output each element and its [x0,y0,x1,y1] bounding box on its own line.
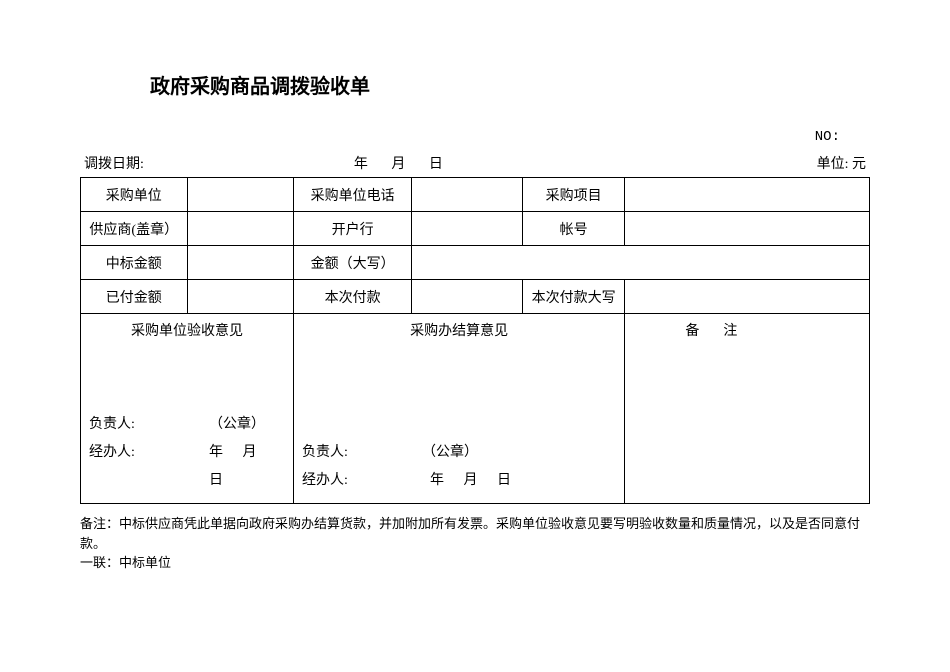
cell-value [412,280,522,314]
table-row: 已付金额 本次付款 本次付款大写 [81,280,870,314]
date-section: 调拨日期: 年 月 日 [84,153,453,173]
cell-value [412,212,522,246]
cell-label: 供应商(盖章） [81,212,188,246]
cell-value [412,178,522,212]
signature-mid: 采购办结算意见 负责人: （公章） 经办人: 年 月 日 [294,314,625,504]
cell-value [412,246,870,280]
handler-line: 经办人: 年 月 日 [302,467,616,495]
header-row: 调拨日期: 年 月 日 单位: 元 [80,153,870,173]
cell-label: 采购单位电话 [294,178,412,212]
table-row: 中标金额 金额（大写） [81,246,870,280]
year-label: 年 [430,473,444,488]
stamp-label: （公章） [209,411,265,439]
cell-value [625,212,870,246]
stamp-label: （公章） [422,439,478,467]
cell-value [187,246,294,280]
cell-value [187,280,294,314]
cell-label: 采购单位 [81,178,188,212]
month-label: 月 [464,473,478,488]
sig-header-left: 采购单位验收意见 [81,314,293,340]
cell-value [625,280,870,314]
unit-label: 单位: 元 [817,153,866,173]
handler-line: 经办人: 年 月 日 [89,439,285,495]
year-label: 年 [209,445,223,460]
month-label: 月 [242,445,256,460]
sig-bottom-mid: 负责人: （公章） 经办人: 年 月 日 [302,439,616,495]
form-table: 采购单位 采购单位电话 采购项目 供应商(盖章） 开户行 帐号 中标金额 金额（… [80,177,870,504]
cell-value [187,212,294,246]
cell-label: 本次付款 [294,280,412,314]
responsible-label: 负责人: [302,439,362,467]
day-label: 日 [497,473,511,488]
cell-label: 已付金额 [81,280,188,314]
cell-label: 开户行 [294,212,412,246]
date-parts: 年 月 日 [201,439,285,495]
responsible-line: 负责人: （公章） [89,411,285,439]
form-page: 政府采购商品调拨验收单 NO: 调拨日期: 年 月 日 单位: 元 采购单位 采… [0,0,950,672]
cell-value [187,178,294,212]
cell-label: 金额（大写） [294,246,412,280]
table-row: 采购单位 采购单位电话 采购项目 [81,178,870,212]
cell-label: 采购项目 [522,178,625,212]
footnote: 备注：中标供应商凭此单据向政府采购办结算货款，并加附加所有发票。采购单位验收意见… [80,514,870,573]
footnote-line1: 备注：中标供应商凭此单据向政府采购办结算货款，并加附加所有发票。采购单位验收意见… [80,514,870,553]
responsible-label: 负责人: [89,411,149,439]
handler-label: 经办人: [302,467,362,495]
cell-label: 中标金额 [81,246,188,280]
cell-value [625,178,870,212]
handler-label: 经办人: [89,439,141,495]
cell-label: 帐号 [522,212,625,246]
signature-row: 采购单位验收意见 负责人: （公章） 经办人: 年 月 日 [81,314,870,504]
table-row: 供应商(盖章） 开户行 帐号 [81,212,870,246]
remark-cell: 备注 [625,314,870,504]
responsible-line: 负责人: （公章） [302,439,616,467]
sig-header-mid: 采购办结算意见 [294,314,624,340]
signature-left: 采购单位验收意见 负责人: （公章） 经办人: 年 月 日 [81,314,294,504]
year-label: 年 [354,157,368,172]
day-label: 日 [209,473,223,488]
sig-bottom-left: 负责人: （公章） 经办人: 年 月 日 [89,411,285,495]
date-label: 调拨日期: [84,153,144,173]
day-label: 日 [429,157,443,172]
date-parts: 年 月 日 [344,153,453,173]
month-label: 月 [391,157,405,172]
footnote-line2: 一联：中标单位 [80,553,870,573]
date-parts: 年 月 日 [422,467,519,495]
no-label: NO: [80,129,870,145]
form-title: 政府采购商品调拨验收单 [150,70,870,99]
cell-label: 本次付款大写 [522,280,625,314]
